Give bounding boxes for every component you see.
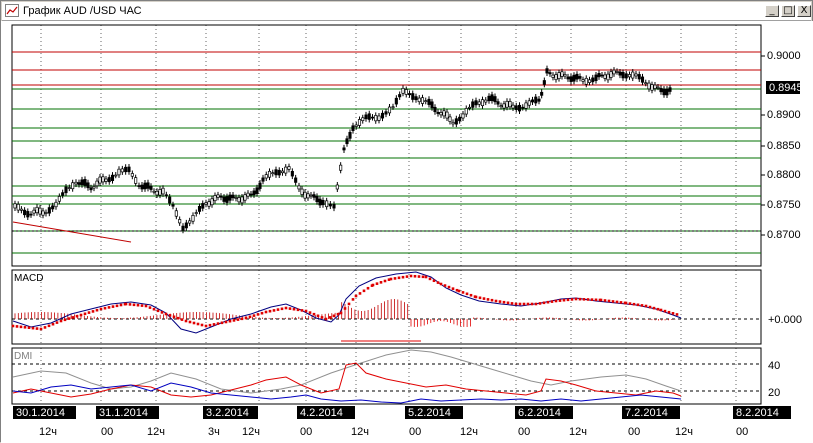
- hour-label: 12ч: [351, 426, 369, 438]
- close-button[interactable]: X: [797, 5, 811, 17]
- date-label: 6.2.2014: [518, 407, 561, 419]
- date-label: 5.2.2014: [408, 407, 451, 419]
- hour-label: 00: [736, 426, 748, 438]
- price-tick-0.9000: 0.9000: [767, 50, 801, 62]
- dmi-tick-20: 20: [768, 387, 780, 399]
- hour-label: 12ч: [242, 426, 260, 438]
- title-bar[interactable]: График AUD /USD ЧАС _ □ X: [2, 2, 811, 21]
- date-label-bg: [405, 406, 463, 419]
- adx-line[interactable]: [12, 349, 682, 394]
- macd-signal-dots[interactable]: [11, 274, 679, 331]
- current-price-marker: [766, 81, 800, 94]
- hour-label: 3ч: [208, 426, 220, 438]
- minimize-button[interactable]: _: [765, 5, 779, 17]
- horizontal-levels: [12, 51, 761, 254]
- dmi-tick-40: 40: [768, 360, 780, 372]
- hour-label: 12ч: [675, 426, 693, 438]
- hour-label: 12ч: [147, 426, 165, 438]
- date-label: 31.1.2014: [99, 407, 148, 419]
- price-axis-ticks: [761, 55, 765, 236]
- candlesticks[interactable]: [13, 65, 672, 234]
- hour-label: 00: [300, 426, 312, 438]
- maximize-button[interactable]: □: [781, 5, 795, 17]
- current-price-label: 0.8945: [769, 82, 803, 94]
- grid-lines: [40, 25, 737, 404]
- time-axis: 30.1.2014 31.1.2014 3.2.2014 4.2.2014 5.…: [13, 406, 791, 438]
- price-tick-0.8750: 0.8750: [767, 199, 801, 211]
- chart-area[interactable]: 0.8945 0.9000 0.8900 0.8850 0.8800 0.875…: [1, 21, 813, 443]
- macd-zero-label: +0.000: [768, 314, 802, 326]
- macd-panel[interactable]: [11, 269, 762, 345]
- hour-label: 12ч: [569, 426, 587, 438]
- hour-label: 12ч: [39, 426, 57, 438]
- hour-label: 12ч: [460, 426, 478, 438]
- price-tick-0.8700: 0.8700: [767, 229, 801, 241]
- date-label: 3.2.2014: [206, 407, 249, 419]
- date-label: 30.1.2014: [16, 407, 65, 419]
- window-title: График AUD /USD ЧАС: [23, 5, 142, 17]
- date-label-bg: [96, 406, 159, 419]
- date-label: 8.2.2014: [736, 407, 779, 419]
- price-panel[interactable]: [11, 24, 762, 267]
- hour-label: 00: [101, 426, 113, 438]
- dmi-minus-line[interactable]: [12, 362, 682, 398]
- date-label-bg: [203, 406, 258, 419]
- price-tick-0.8900: 0.8900: [767, 109, 801, 121]
- date-label-bg: [297, 406, 355, 419]
- macd-label: MACD: [14, 273, 43, 284]
- price-tick-0.8850: 0.8850: [767, 140, 801, 152]
- hour-label: 00: [409, 426, 421, 438]
- hour-label: 00: [518, 426, 530, 438]
- date-label: 7.2.2014: [625, 407, 668, 419]
- date-label-bg: [733, 406, 791, 419]
- date-label: 4.2.2014: [300, 407, 343, 419]
- date-label-bg: [13, 406, 76, 419]
- dmi-plus-line[interactable]: [12, 382, 682, 404]
- price-tick-0.8800: 0.8800: [767, 169, 801, 181]
- dmi-label: DMI: [14, 351, 32, 362]
- chart-app-icon: [5, 4, 19, 17]
- date-label-bg: [622, 406, 680, 419]
- hour-label: 00: [628, 426, 640, 438]
- trend-line[interactable]: [12, 221, 132, 243]
- date-label-bg: [515, 406, 573, 419]
